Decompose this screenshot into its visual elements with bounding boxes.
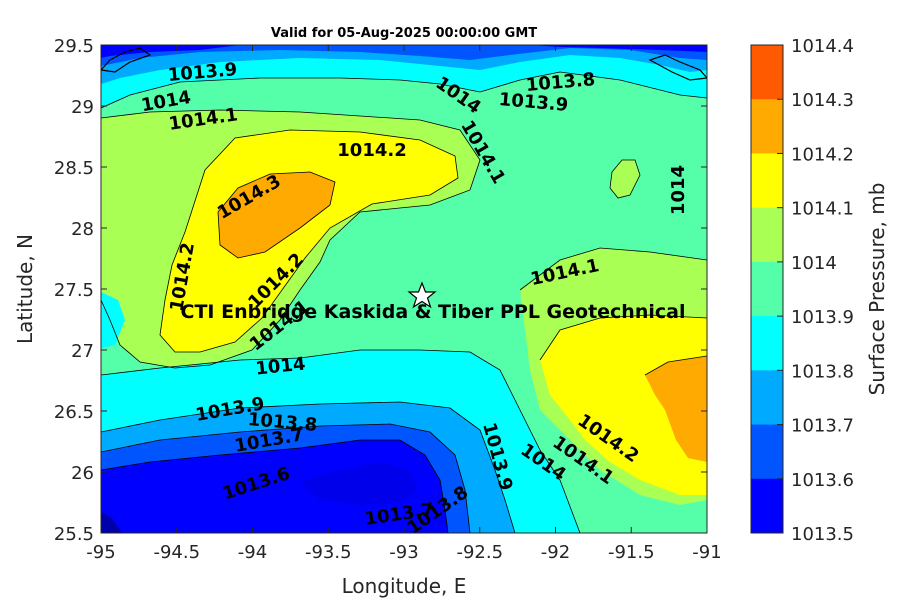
level-1013.6-top [101, 45, 707, 58]
level-1014.1-blob [610, 160, 640, 198]
y-tick-label: 27.5 [54, 280, 94, 301]
x-axis: -95 -94.5 -94 -93.5 -93 -92.5 -92 -91.5 -91 [86, 45, 722, 563]
y-tick-label: 26 [71, 463, 94, 484]
y-tick-label: 29 [71, 97, 94, 118]
x-tick-label: -93.5 [305, 542, 352, 563]
x-tick-label: -94.5 [153, 542, 200, 563]
y-axis-label: Latitude, N [13, 234, 37, 344]
level-1013.6-bottom [101, 440, 448, 533]
coastline-left [101, 47, 152, 73]
contour-label: 1014 [668, 165, 689, 215]
colorbar-band [751, 99, 783, 154]
x-tick-label: -92 [541, 542, 570, 563]
colorbar-band [751, 424, 783, 480]
level-1014.3-right [645, 356, 707, 462]
colorbar-frame [750, 44, 784, 534]
colorbar-band [751, 207, 783, 263]
colorbar-band [751, 153, 783, 209]
y-tick-label: 27 [71, 341, 94, 362]
colorbar-tick-label: 1014 [791, 253, 837, 274]
level-1013.9-left-notch [101, 292, 125, 348]
y-tick-label: 28.5 [54, 158, 94, 179]
colorbar-tick-label: 1013.9 [791, 307, 854, 328]
level-1013.5-shade [300, 462, 418, 505]
x-tick-label: -93 [389, 542, 418, 563]
y-axis: 29.5 29 28.5 28 27.5 27 26.5 26 25.5 [54, 36, 707, 545]
colorbar-band [751, 45, 783, 100]
star-icon [407, 281, 437, 309]
y-tick-label: 29.5 [54, 36, 94, 57]
colorbar-band [751, 370, 783, 426]
y-tick-label: 25.5 [54, 524, 94, 545]
colorbar-band [751, 478, 783, 534]
coastline-right [648, 54, 707, 81]
level-1013.5-pocket-left [101, 512, 122, 533]
x-tick-label: -91.5 [608, 542, 655, 563]
colorbar-tick-label: 1013.8 [791, 361, 854, 382]
x-tick-label: -95 [86, 542, 115, 563]
contour-lines [101, 71, 707, 533]
x-tick-label: -94 [238, 542, 267, 563]
colorbar-tick-label: 1013.6 [791, 470, 854, 491]
colorbar-band [751, 261, 783, 317]
colorbar-tick-label: 1014.4 [791, 36, 854, 57]
level-1014.3-left [218, 172, 335, 258]
figure-title: Valid for 05-Aug-2025 00:00:00 GMT [271, 26, 537, 41]
y-tick-label: 28 [71, 219, 94, 240]
colorbar-tick-label: 1014.3 [791, 90, 854, 111]
contour-label: 1014 [254, 353, 306, 379]
colorbar: 1014.4 1014.3 1014.2 1014.1 1014 1013.9 1013.8… [750, 36, 854, 545]
x-axis-label: Longitude, E [342, 574, 467, 598]
colorbar-tick-label: 1013.5 [791, 524, 854, 545]
contour-field [101, 45, 707, 533]
site-marker [407, 281, 437, 309]
level-1014.2-right [540, 315, 707, 495]
x-tick-label: -92.5 [456, 542, 503, 563]
colorbar-tick-label: 1014.1 [791, 199, 854, 220]
x-tick-label: -91 [692, 542, 721, 563]
level-1013.9-top [101, 45, 707, 108]
colorbar-tick-label: 1014.2 [791, 144, 854, 165]
y-tick-label: 26.5 [54, 402, 94, 423]
colorbar-label: Surface Pressure, mb [865, 183, 889, 396]
level-1013.8-top [101, 45, 707, 84]
contour-label: 1014.2 [337, 140, 406, 161]
colorbar-band [751, 316, 783, 371]
level-1014.2-left [160, 130, 458, 352]
colorbar-tick-label: 1013.7 [791, 416, 854, 437]
site-label: CTI Enbridge Kaskida & Tiber PPL Geotech… [181, 301, 686, 323]
